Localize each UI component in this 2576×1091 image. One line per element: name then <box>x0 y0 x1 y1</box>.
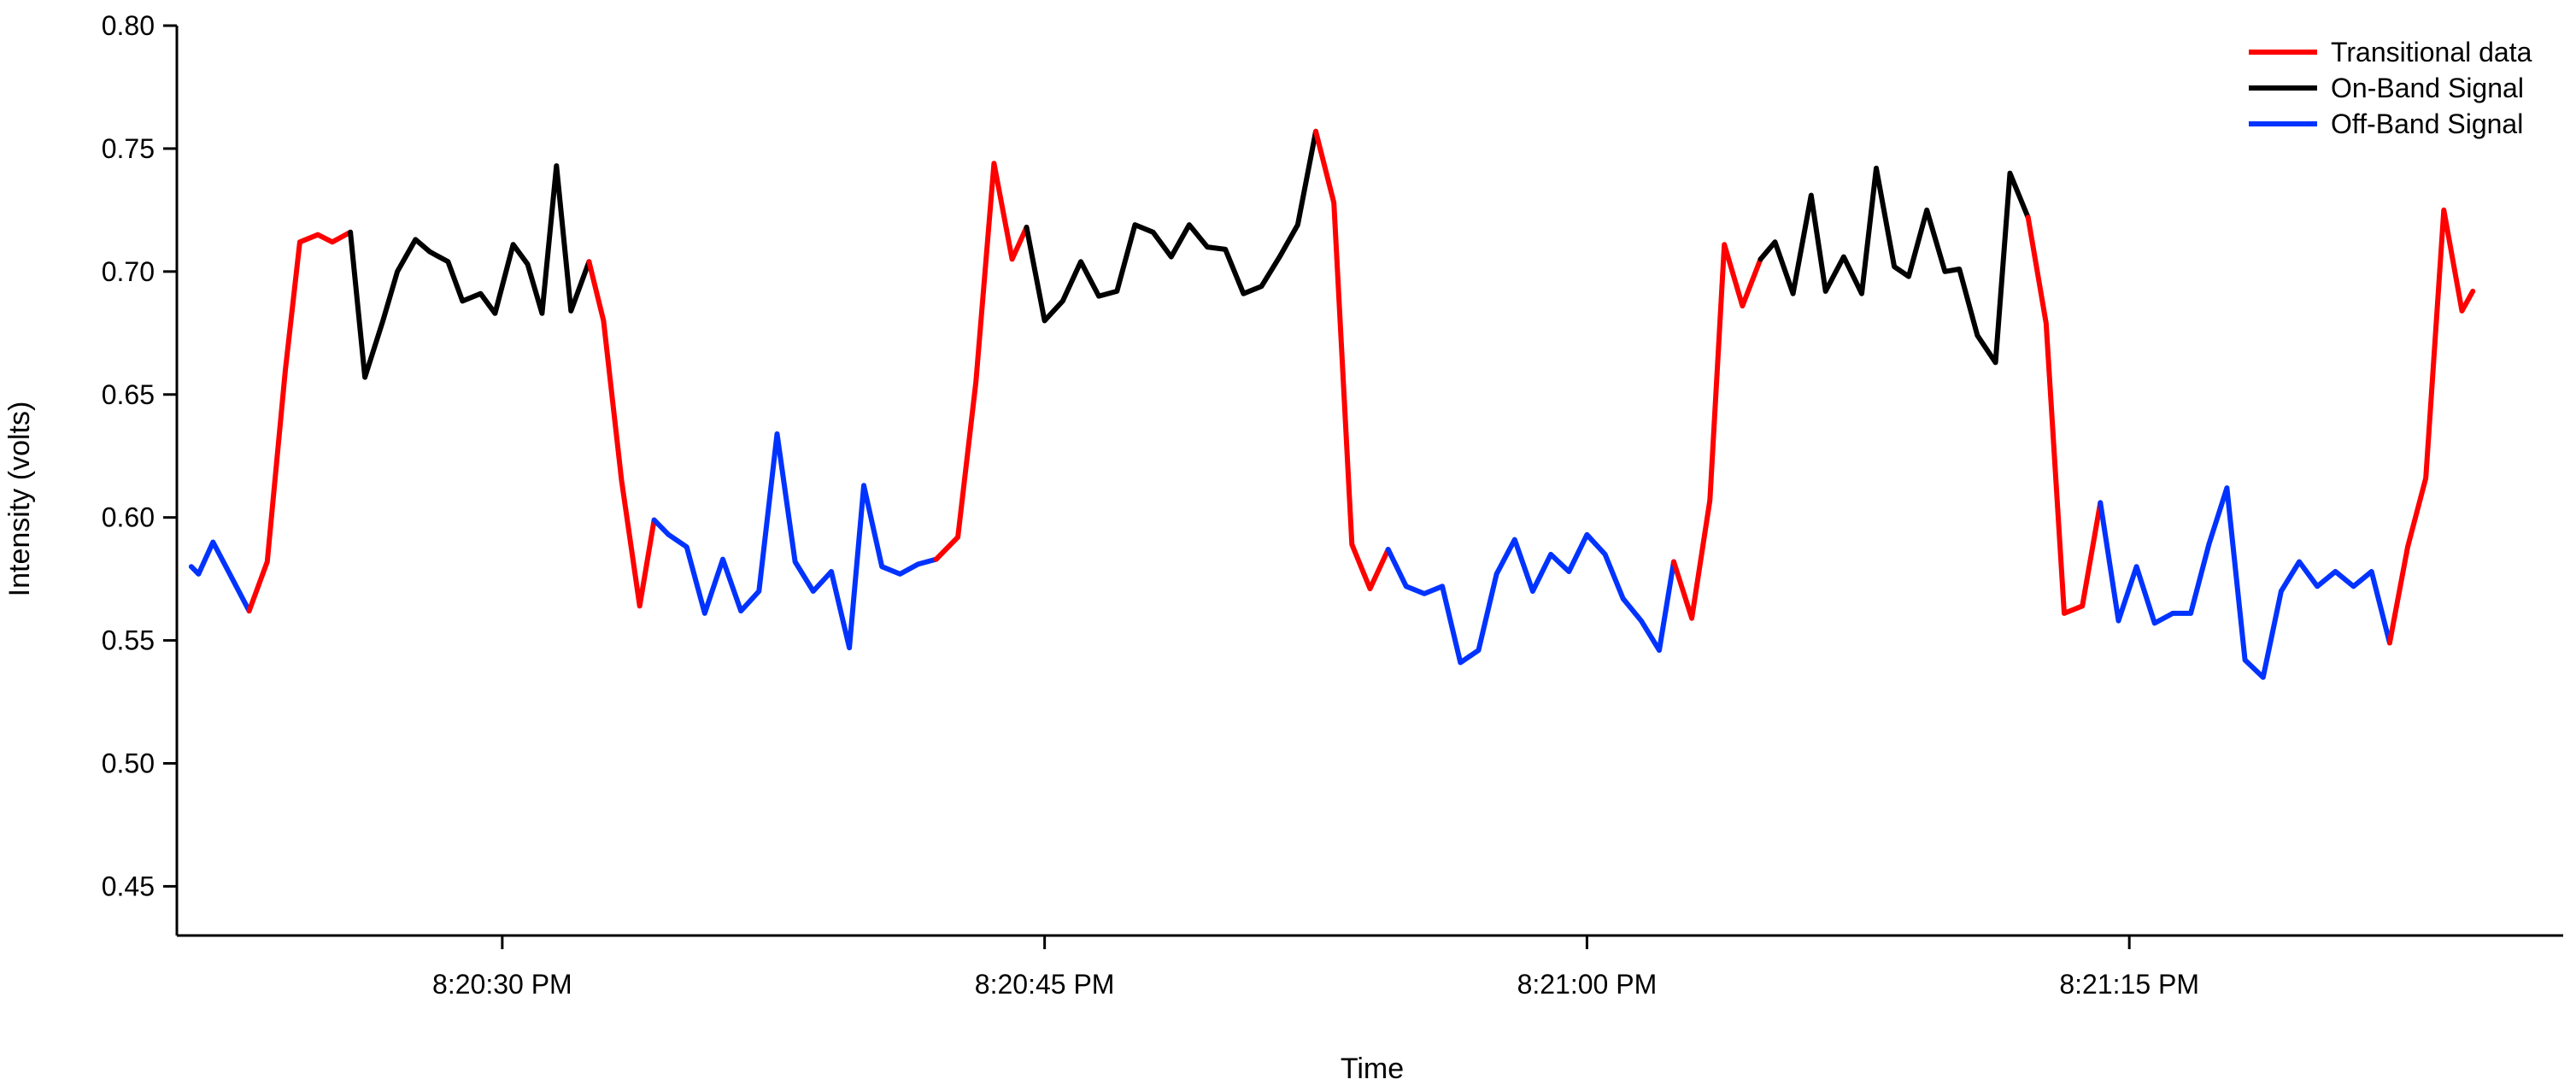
transitional-data-line-segment <box>246 229 354 614</box>
x-tick-label: 8:20:30 PM <box>432 969 572 1000</box>
y-tick-label: 0.65 <box>102 379 155 410</box>
on-band-signal-line-segment <box>348 163 592 380</box>
series-lines <box>188 128 2476 680</box>
y-tick-label: 0.60 <box>102 502 155 533</box>
transitional-data-line-segment <box>2386 207 2476 646</box>
x-axis-ticks: 8:20:30 PM 8:20:45 PM 8:21:00 PM 8:21:15 PM <box>432 936 2199 1000</box>
x-tick-label: 8:21:15 PM <box>2059 969 2199 1000</box>
legend: Transitional data On-Band Signal Off-Band … <box>2249 37 2532 139</box>
x-tick-label: 8:20:45 PM <box>975 969 1115 1000</box>
x-tick-label: 8:21:00 PM <box>1517 969 1658 1000</box>
y-tick-label: 0.50 <box>102 748 155 779</box>
on-band-signal-line-segment <box>1024 128 1318 324</box>
off-band-signal-line-segment <box>2098 485 2392 680</box>
y-tick-label: 0.80 <box>102 10 155 41</box>
y-tick-label: 0.70 <box>102 256 155 287</box>
transitional-data-line-segment <box>933 161 1030 562</box>
transitional-data-line-segment <box>1313 128 1391 592</box>
y-tick-label: 0.55 <box>102 625 155 656</box>
legend-label-on-band-signal: On-Band Signal <box>2331 73 2524 103</box>
off-band-signal-line-segment <box>1385 531 1676 666</box>
on-band-signal-line-segment <box>1757 165 2031 366</box>
y-axis-ticks: 0.45 0.50 0.55 0.60 0.65 0.70 0.75 0.80 <box>102 10 177 901</box>
axes <box>175 26 2563 937</box>
y-tick-label: 0.75 <box>102 133 155 164</box>
transitional-data-line-segment <box>1671 242 1763 621</box>
y-tick-label: 0.45 <box>102 871 155 901</box>
x-axis-title: Time <box>1341 1053 1404 1085</box>
transitional-data-line-segment <box>586 259 657 609</box>
y-axis-title: Intensity (volts) <box>3 402 36 597</box>
transitional-data-line-segment <box>2025 214 2104 616</box>
off-band-signal-line-segment <box>651 431 939 651</box>
off-band-signal-line-segment <box>188 539 252 614</box>
legend-label-off-band-signal: Off-Band Signal <box>2331 109 2523 139</box>
legend-label-transitional-data: Transitional data <box>2331 37 2532 67</box>
